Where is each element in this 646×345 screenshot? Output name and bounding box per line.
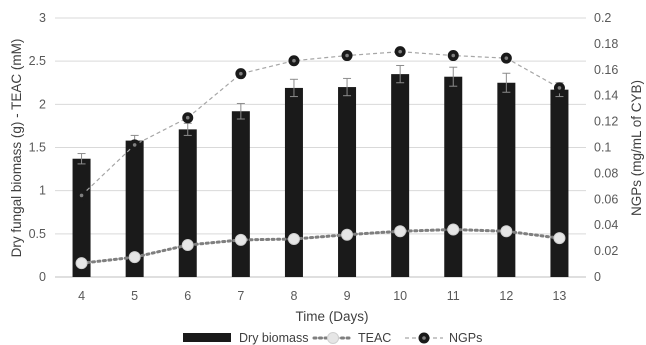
legend-swatch-dry-biomass: [183, 333, 231, 342]
left-axis-ticks: 0 0.5 1 1.5 2 2.5 3: [29, 11, 46, 284]
error-bars: [77, 64, 564, 165]
x-tick-label: 5: [131, 289, 138, 303]
teac-point: [447, 223, 460, 236]
legend-marker-teac: [327, 332, 339, 344]
teac-point: [181, 239, 194, 252]
legend-item-dry-biomass: Dry biomass: [183, 331, 308, 345]
ngps-series: [76, 46, 565, 201]
legend-label-dry-biomass: Dry biomass: [239, 331, 308, 345]
ngps-point-center: [239, 71, 243, 76]
x-tick-label: 4: [78, 289, 85, 303]
right-tick-label: 0.1: [594, 141, 611, 155]
legend-item-teac: TEAC: [312, 331, 391, 345]
bar: [444, 76, 463, 277]
teac-point: [341, 228, 354, 241]
ngps-point-center: [345, 53, 349, 58]
right-axis-title: NGPs (mg/mL of CYB): [629, 80, 644, 216]
x-tick-label: 10: [393, 289, 407, 303]
ngps-line: [81, 51, 560, 196]
teac-line: [80, 228, 561, 265]
right-tick-label: 0.02: [594, 244, 618, 258]
teac-point: [234, 233, 247, 246]
teac-point: [75, 257, 88, 270]
left-tick-label: 0.5: [29, 227, 46, 241]
right-tick-label: 0.04: [594, 218, 618, 232]
right-tick-label: 0.12: [594, 115, 618, 129]
x-tick-label: 8: [290, 289, 297, 303]
legend-label-teac: TEAC: [358, 331, 391, 345]
x-tick-label: 12: [499, 289, 513, 303]
teac-point: [500, 225, 513, 238]
x-tick-label: 13: [552, 289, 566, 303]
right-tick-label: 0.18: [594, 37, 618, 51]
teac-point: [553, 232, 566, 245]
teac-point: [394, 225, 407, 238]
right-axis-ticks: 0 0.02 0.04 0.06 0.08 0.1 0.12 0.14 0.16 0.18 0.2: [594, 11, 618, 284]
bar: [178, 129, 197, 277]
left-tick-label: 2: [39, 97, 46, 111]
ngps-point-center: [451, 53, 456, 58]
ngps-point-center: [292, 58, 296, 63]
right-tick-label: 0: [594, 270, 601, 284]
right-tick-label: 0.14: [594, 89, 618, 103]
right-tick-label: 0.2: [594, 11, 611, 25]
left-tick-label: 2.5: [29, 54, 46, 68]
bar: [231, 111, 250, 278]
bar: [125, 140, 144, 277]
ngps-point-center: [398, 49, 402, 54]
x-axis-ticks: 4 5 6 7 8 9 10 11 12 13: [78, 289, 566, 303]
x-tick-label: 7: [237, 289, 244, 303]
legend-item-ngps: NGPs: [405, 331, 482, 345]
right-tick-label: 0.06: [594, 192, 618, 206]
x-axis-title: Time (Days): [296, 309, 369, 324]
bar: [284, 87, 303, 278]
ngps-point-center: [79, 193, 84, 198]
legend-label-ngps: NGPs: [449, 331, 482, 345]
bar: [550, 89, 569, 277]
right-tick-label: 0.08: [594, 166, 618, 180]
left-tick-label: 1: [39, 184, 46, 198]
left-tick-label: 3: [39, 11, 46, 25]
x-tick-label: 6: [184, 289, 191, 303]
right-tick-label: 0.16: [594, 63, 618, 77]
bar: [391, 74, 410, 277]
left-axis-title: Dry fungal biomass (g) - TEAC (mM): [9, 39, 24, 258]
ngps-point-center: [504, 56, 509, 60]
ngps-point-center: [132, 143, 137, 147]
x-tick-label: 11: [447, 289, 460, 303]
bar: [338, 87, 357, 277]
legend: Dry biomass TEAC NGPs: [183, 331, 482, 345]
teac-point: [287, 233, 300, 246]
bar: [497, 82, 516, 277]
teac-point: [128, 251, 141, 264]
x-tick-label: 9: [344, 289, 351, 303]
legend-marker-ngps-center: [422, 336, 426, 340]
left-tick-label: 0: [39, 270, 46, 284]
ngps-point-center: [557, 86, 562, 90]
teac-series: [75, 223, 566, 270]
left-tick-label: 1.5: [29, 141, 46, 155]
bar: [72, 158, 91, 277]
ngps-point-center: [185, 115, 190, 120]
